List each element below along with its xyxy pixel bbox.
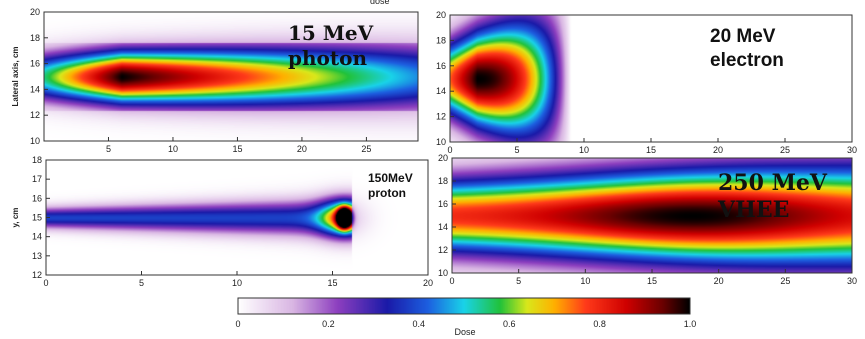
x-tick-label: 5 [106,144,111,154]
x-tick-label: 25 [780,276,790,286]
y-tick-label: 10 [436,137,446,147]
x-tick-label: 10 [580,276,590,286]
figure-top-text: dose [370,0,390,6]
x-tick-label: 30 [847,276,857,286]
y-axis-label: y, cm [11,208,20,228]
y-tick-label: 10 [438,268,448,278]
panel-1: 5 10 15 20 25 10 12 14 16 18 20 Lateral axis, cm 15 … [11,7,419,154]
x-tick-label: 10 [232,278,242,288]
x-tick-label: 25 [361,144,371,154]
panel-label-line: proton [368,186,406,200]
x-tick-label: 20 [297,144,307,154]
plot-frame [43,11,419,142]
y-tick-label: 14 [436,86,446,96]
y-tick-label: 20 [438,153,448,163]
heatmap-image [44,12,418,141]
heatmap-image [46,160,428,275]
y-tick-label: 15 [32,213,42,223]
panel-label-line: photon [288,46,367,70]
panel-label-line: VHEE [717,197,789,223]
x-tick-label: 15 [646,145,656,155]
y-tick-label: 17 [32,174,42,184]
panel-label-line: 150MeV [368,171,413,185]
y-axis-label: Lateral axis, cm [11,46,20,106]
heatmap-image [450,15,852,142]
colorbar-tick-label: 1.0 [684,319,697,329]
colorbar-tick-label: 0 [235,319,240,329]
y-tick-label: 16 [438,199,448,209]
y-tick-label: 14 [32,232,42,242]
x-tick-label: 15 [232,144,242,154]
colorbar-tick-label: 0.8 [593,319,606,329]
y-tick-label: 18 [438,176,448,186]
x-tick-label: 5 [514,145,519,155]
y-tick-label: 10 [30,136,40,146]
y-tick-label: 12 [30,110,40,120]
y-tick-label: 20 [436,10,446,20]
x-tick-label: 0 [447,145,452,155]
panel-label-line: 250 MeV [718,170,828,196]
x-tick-label: 15 [327,278,337,288]
y-tick-label: 13 [32,251,42,261]
heatmap-image [452,158,852,273]
x-tick-label: 0 [449,276,454,286]
y-tick-label: 18 [436,35,446,45]
y-tick-label: 12 [32,270,42,280]
x-tick-label: 20 [713,145,723,155]
x-tick-label: 25 [780,145,790,155]
y-tick-label: 14 [438,222,448,232]
colorbar-label: Dose [454,327,475,337]
colorbar-tick-label: 0.4 [413,319,426,329]
panels-group: 5 10 15 20 25 10 12 14 16 18 20 Lateral axis, cm 15 … [11,7,857,288]
y-tick-label: 16 [30,59,40,69]
x-tick-label: 10 [168,144,178,154]
x-tick-label: 20 [423,278,433,288]
x-tick-label: 20 [714,276,724,286]
x-tick-label: 15 [647,276,657,286]
colorbar: 0 0.2 0.4 0.6 0.8 1.0 Dose [235,297,697,337]
y-tick-label: 16 [436,61,446,71]
y-tick-label: 20 [30,7,40,17]
x-tick-label: 10 [579,145,589,155]
x-tick-label: 0 [43,278,48,288]
y-tick-label: 12 [436,112,446,122]
panel-2: 0 5 10 15 20 25 30 10 12 14 16 18 20 20 MeV electron [436,10,857,155]
x-tick-label: 30 [847,145,857,155]
panel-label-line: 20 MeV [710,26,776,47]
colorbar-gradient [238,298,690,314]
y-tick-label: 12 [438,245,448,255]
panel-label-line: 15 MeV [288,21,374,45]
colorbar-tick-label: 0.6 [503,319,516,329]
x-tick-label: 5 [139,278,144,288]
y-tick-label: 16 [32,193,42,203]
colorbar-tick-label: 0.2 [322,319,335,329]
x-tick-label: 5 [516,276,521,286]
y-tick-label: 18 [32,155,42,165]
y-tick-label: 14 [30,84,40,94]
colorbar-frame [237,297,691,315]
panel-label-line: electron [710,50,784,71]
y-tick-label: 18 [30,33,40,43]
